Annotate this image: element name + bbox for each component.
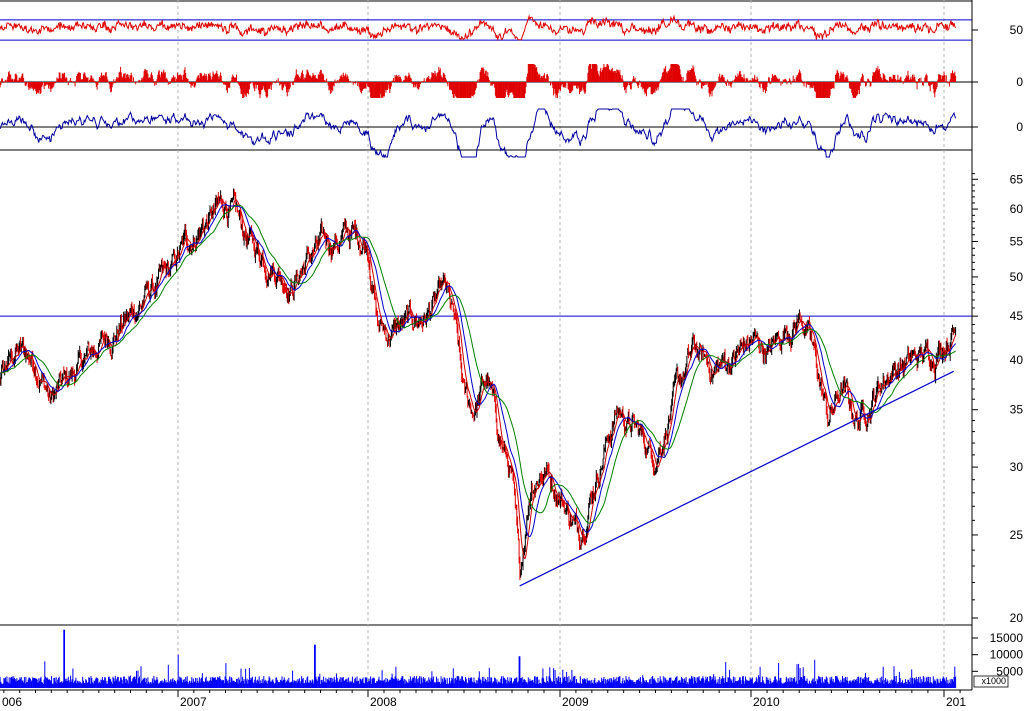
price-tick-label-20: 20 xyxy=(1010,611,1024,625)
osc1-tick-label: 50 xyxy=(1010,23,1024,37)
price-tick-label-45: 45 xyxy=(1010,309,1024,323)
x-tick-label-2007: 2007 xyxy=(180,695,207,709)
volume-tick-label-5000: 5000 xyxy=(996,664,1023,678)
volume-panel xyxy=(0,629,957,688)
x-tick-label-2011: 201 xyxy=(946,695,966,709)
oscillator-1-panel xyxy=(0,14,972,42)
osc1-line xyxy=(0,14,957,42)
x-axis: 006 2007 2008 2009 2010 201 xyxy=(2,690,966,709)
moving-average-1 xyxy=(0,198,957,560)
price-tick-label-65: 65 xyxy=(1010,172,1024,186)
price-tick-label-50: 50 xyxy=(1010,270,1024,284)
price-tick-label-40: 40 xyxy=(1010,353,1024,367)
osc3-line xyxy=(0,108,957,159)
year-gridlines xyxy=(177,0,945,690)
x-tick-label-2006: 006 xyxy=(2,695,22,709)
osc2-tick-label: 0 xyxy=(1016,75,1023,89)
price-panel xyxy=(0,188,972,587)
right-y-axis: 50006560555045403530252015000100005000x1… xyxy=(972,23,1024,688)
support-trendline xyxy=(519,370,954,587)
moving-average-3 xyxy=(0,204,956,524)
price-tick-label-35: 35 xyxy=(1010,403,1024,417)
moving-average-2 xyxy=(0,203,957,537)
x-tick-label-2010: 2010 xyxy=(753,695,780,709)
oscillator-2-panel xyxy=(0,64,972,98)
volume-tick-label-10000: 10000 xyxy=(990,648,1024,662)
price-tick-label-60: 60 xyxy=(1010,202,1024,216)
price-tick-label-55: 55 xyxy=(1010,234,1024,248)
x-tick-label-2009: 2009 xyxy=(562,695,589,709)
price-tick-label-25: 25 xyxy=(1010,528,1024,542)
volume-unit-label: x1000 xyxy=(981,676,1006,686)
volume-unit-box xyxy=(973,675,1009,688)
osc3-tick-label: 0 xyxy=(1016,120,1023,134)
x-tick-label-2008: 2008 xyxy=(370,695,397,709)
price-tick-label-30: 30 xyxy=(1010,460,1024,474)
volume-tick-label-15000: 15000 xyxy=(990,631,1024,645)
oscillator-3-panel xyxy=(0,108,972,159)
